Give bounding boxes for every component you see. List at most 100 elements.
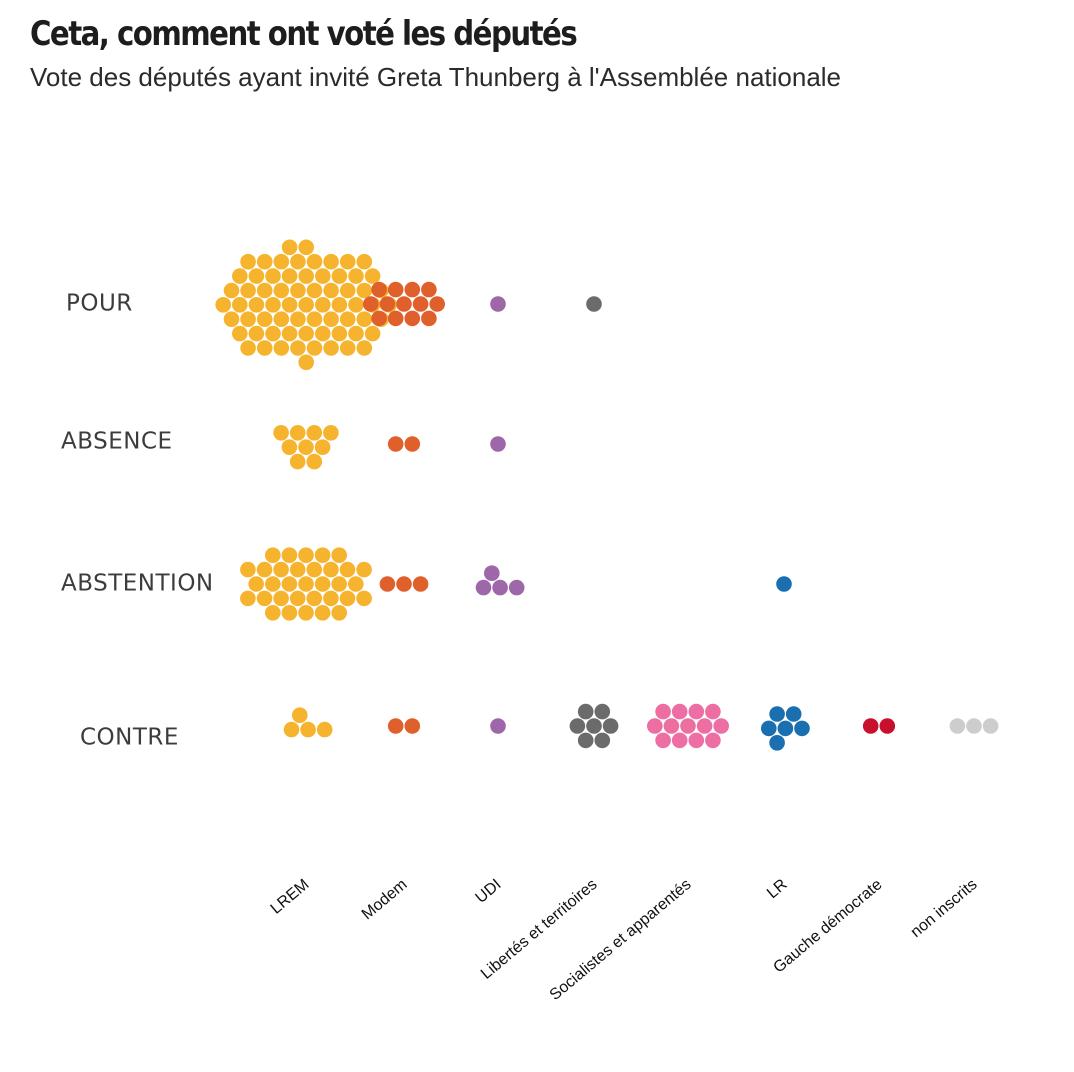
dot-pour-lrem-2 (281, 297, 298, 313)
dot-pour-lrem-15 (298, 325, 315, 342)
dot-abstention-lr-1 (776, 576, 792, 592)
dot-pour-lrem-42 (232, 297, 248, 313)
dot-pour-lrem-51 (339, 340, 356, 356)
dot-absence-lrem-9 (323, 425, 339, 441)
dot-pour-lrem-64 (240, 253, 256, 270)
dot-pour-lrem-36 (290, 340, 306, 356)
dot-contre-lr-3 (794, 720, 810, 737)
dot-contre-socialistes-et-apparent-s-1 (680, 718, 696, 734)
dot-abstention-lrem-29 (331, 605, 348, 621)
dot-contre-socialistes-et-apparent-s-13 (713, 718, 729, 734)
dot-pour-modem-13 (429, 296, 446, 312)
dot-pour-lrem-11 (323, 311, 339, 328)
dot-contre-lr-1 (777, 720, 794, 737)
dot-pour-lrem-19 (315, 325, 331, 342)
dot-abstention-lrem-21 (339, 561, 356, 578)
dot-absence-lrem-8 (273, 425, 289, 441)
dot-contre-lrem-3 (316, 721, 333, 738)
dot-pour-lrem-6 (290, 311, 306, 328)
dot-pour-lrem-39 (348, 268, 364, 284)
dot-pour-lrem-20 (256, 282, 273, 299)
dot-pour-lrem-13 (331, 297, 348, 313)
dot-contre-gauche-d-mocrate-1 (879, 718, 896, 734)
row-label-abstention: ABSTENTION (61, 571, 214, 597)
dot-pour-lrem-44 (273, 253, 290, 270)
dot-pour-lrem-12 (265, 297, 281, 313)
dot-pour-lrem-29 (331, 325, 348, 342)
dot-abstention-udi-2 (475, 579, 492, 596)
dot-pour-lrem-17 (315, 268, 331, 284)
dot-abstention-lrem-23 (339, 590, 356, 607)
dot-pour-lrem-41 (348, 325, 364, 342)
category-label-non-inscrits: non inscrits (908, 876, 981, 941)
dot-absence-lrem-1 (298, 439, 314, 456)
dot-pour-lrem-56 (232, 268, 248, 284)
dot-pour-lrem-24 (248, 297, 265, 313)
dot-pour-lrem-31 (356, 282, 373, 299)
dot-abstention-lrem-31 (356, 561, 372, 578)
dot-contre-socialistes-et-apparent-s-10 (655, 732, 671, 749)
dot-pour-modem-2 (379, 296, 396, 312)
dot-abstention-lrem-20 (256, 561, 273, 578)
dot-pour-lrem-8 (273, 282, 290, 299)
dot-pour-lrem-38 (248, 268, 265, 284)
dot-contre-socialistes-et-apparent-s-9 (705, 703, 721, 720)
dot-abstention-lrem-7 (306, 590, 323, 607)
dot-contre-libert-s-et-territoires-7 (594, 732, 611, 749)
dot-contre-non-inscrits-2 (949, 718, 966, 734)
dot-pour-udi-1 (490, 296, 506, 312)
dot-contre-lrem-4 (292, 707, 308, 723)
dot-pour-lrem-37 (306, 340, 323, 356)
category-label-lr: LR (764, 876, 791, 902)
dot-pour-lrem-21 (339, 282, 356, 299)
dot-pour-lrem-7 (306, 311, 323, 328)
dot-abstention-modem-2 (379, 576, 396, 592)
dot-pour-modem-11 (421, 310, 437, 327)
category-label-udi: UDI (473, 876, 505, 907)
dot-pour-modem-6 (387, 310, 404, 327)
dot-absence-lrem-4 (289, 425, 306, 441)
dot-pour-lrem-1 (298, 297, 315, 313)
dot-pour-lrem-9 (323, 282, 339, 299)
dot-contre-lr-6 (769, 735, 785, 751)
dot-abstention-lrem-33 (356, 590, 372, 607)
dot-contre-gauche-d-mocrate-2 (862, 718, 879, 734)
dot-absence-lrem-3 (314, 439, 331, 456)
dot-abstention-lrem-14 (298, 547, 314, 563)
dot-abstention-lrem-16 (281, 547, 298, 563)
dot-pour-modem-4 (387, 281, 404, 298)
dot-abstention-udi-1 (492, 579, 508, 596)
dot-pour-modem-9 (421, 281, 437, 298)
dot-pour-lrem-50 (256, 340, 273, 356)
dot-absence-udi-1 (490, 436, 506, 452)
dot-pour-lrem-57 (364, 268, 381, 284)
dot-pour-lrem-40 (248, 325, 265, 342)
dot-abstention-udi-4 (484, 565, 500, 581)
dot-contre-socialistes-et-apparent-s-8 (655, 703, 671, 720)
category-label-lrem: LREM (268, 876, 313, 918)
dot-pour-modem-5 (404, 281, 421, 298)
dot-abstention-lrem-22 (256, 590, 273, 607)
dot-contre-libert-s-et-territoires-2 (569, 718, 586, 734)
dot-abstention-lrem-13 (331, 576, 348, 592)
dots-layer (215, 239, 999, 751)
dot-pour-lrem-68 (281, 239, 298, 256)
dot-abstention-lrem-2 (281, 576, 298, 592)
dot-contre-socialistes-et-apparent-s-11 (705, 732, 721, 749)
dot-contre-socialistes-et-apparent-s-4 (671, 703, 688, 720)
dot-pour-lrem-35 (306, 253, 323, 270)
dot-absence-lrem-2 (281, 439, 298, 456)
dot-pour-lrem-3 (315, 297, 331, 313)
dot-pour-lrem-5 (306, 282, 323, 299)
dot-pour-lrem-58 (232, 325, 248, 342)
dot-pour-lrem-45 (323, 253, 339, 270)
dot-contre-socialistes-et-apparent-s-2 (663, 718, 680, 734)
dot-contre-socialistes-et-apparent-s-6 (671, 732, 688, 749)
dot-abstention-modem-3 (412, 576, 429, 592)
dot-abstention-lrem-28 (265, 605, 281, 621)
dot-pour-lrem-25 (348, 297, 364, 313)
dot-abstention-lrem-8 (273, 561, 289, 578)
dot-pour-lrem-10 (273, 311, 290, 328)
dot-pour-lrem-66 (240, 340, 256, 356)
